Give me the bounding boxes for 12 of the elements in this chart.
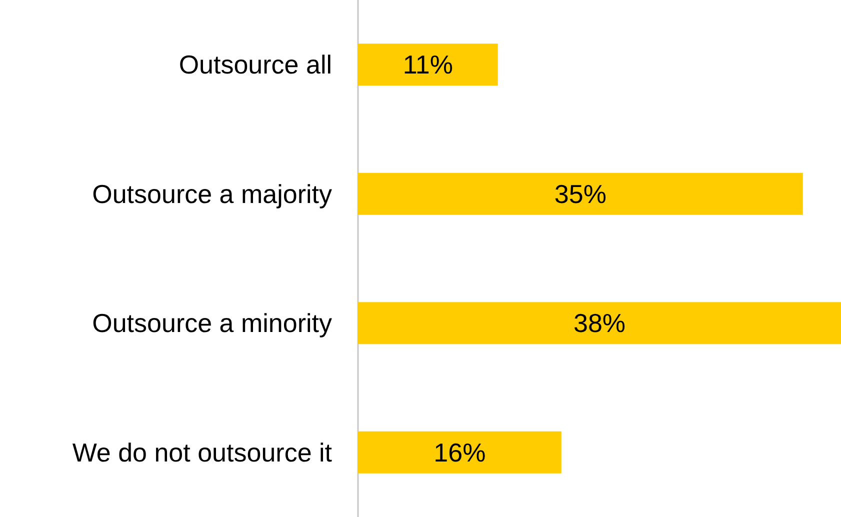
y-tick-label: Outsource a minority xyxy=(92,308,332,338)
bar xyxy=(358,172,803,215)
y-tick-label: Outsource a majority xyxy=(92,178,332,209)
bar xyxy=(358,302,841,344)
y-tick-label: Outsource all xyxy=(178,50,332,80)
bar xyxy=(358,431,562,474)
data-label: 35% xyxy=(554,178,606,209)
data-label: 38% xyxy=(573,308,626,338)
data-label: 16% xyxy=(434,437,486,468)
data-label: 11% xyxy=(402,50,453,80)
bar xyxy=(358,44,498,86)
y-tick-label: We do not outsource it xyxy=(72,437,333,468)
